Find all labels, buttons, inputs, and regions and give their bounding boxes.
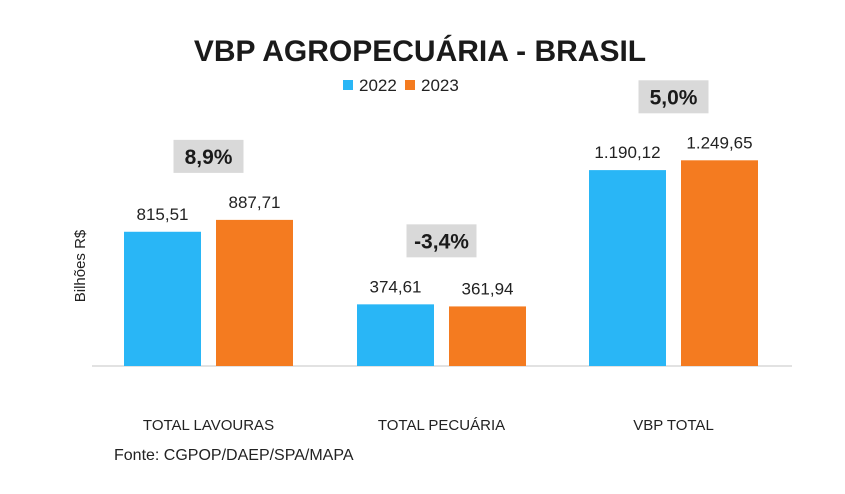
bar-marks: 815,51 887,71 TOTAL LAVOURAS 8,9% 374,61 361,… (124, 80, 758, 434)
source-note: Fonte: CGPOP/DAEP/SPA/MAPA (114, 447, 354, 464)
y-axis-label: Bilhões R$ (72, 229, 89, 302)
change-badge-2 (406, 224, 477, 258)
value-label-2022-1: 815,51 (137, 205, 189, 224)
value-label-2023-3: 1.249,65 (686, 133, 752, 152)
category-label-2: TOTAL PECUÁRIA (378, 417, 505, 434)
change-badge-1 (173, 139, 244, 173)
category-label-1: TOTAL LAVOURAS (143, 417, 274, 434)
value-label-2022-2: 374,61 (370, 277, 422, 296)
bar-2023-1 (216, 219, 293, 366)
legend-swatch-2023 (405, 80, 415, 90)
category-label-3: VBP TOTAL (633, 417, 714, 434)
legend-label-2022: 2022 (359, 76, 397, 95)
change-badge-3 (638, 80, 709, 114)
bar-2022-1 (124, 231, 201, 366)
chart-title: VBP AGROPECUÁRIA - BRASIL (194, 34, 646, 68)
change-badge-text-1: 8,9% (185, 146, 233, 169)
change-badge-text-2: -3,4% (414, 230, 469, 253)
bar-2022-2 (357, 304, 434, 366)
change-badge-text-3: 5,0% (650, 86, 698, 109)
legend-label-2023: 2023 (421, 76, 459, 95)
legend: 2022 2023 (343, 76, 459, 95)
bar-2022-3 (589, 170, 666, 366)
legend-swatch-2022 (343, 80, 353, 90)
value-label-2023-2: 361,94 (462, 279, 514, 298)
value-label-2022-3: 1.190,12 (594, 143, 660, 162)
value-label-2023-1: 887,71 (229, 193, 281, 212)
bar-2023-2 (449, 306, 526, 366)
bar-2023-3 (681, 160, 758, 366)
